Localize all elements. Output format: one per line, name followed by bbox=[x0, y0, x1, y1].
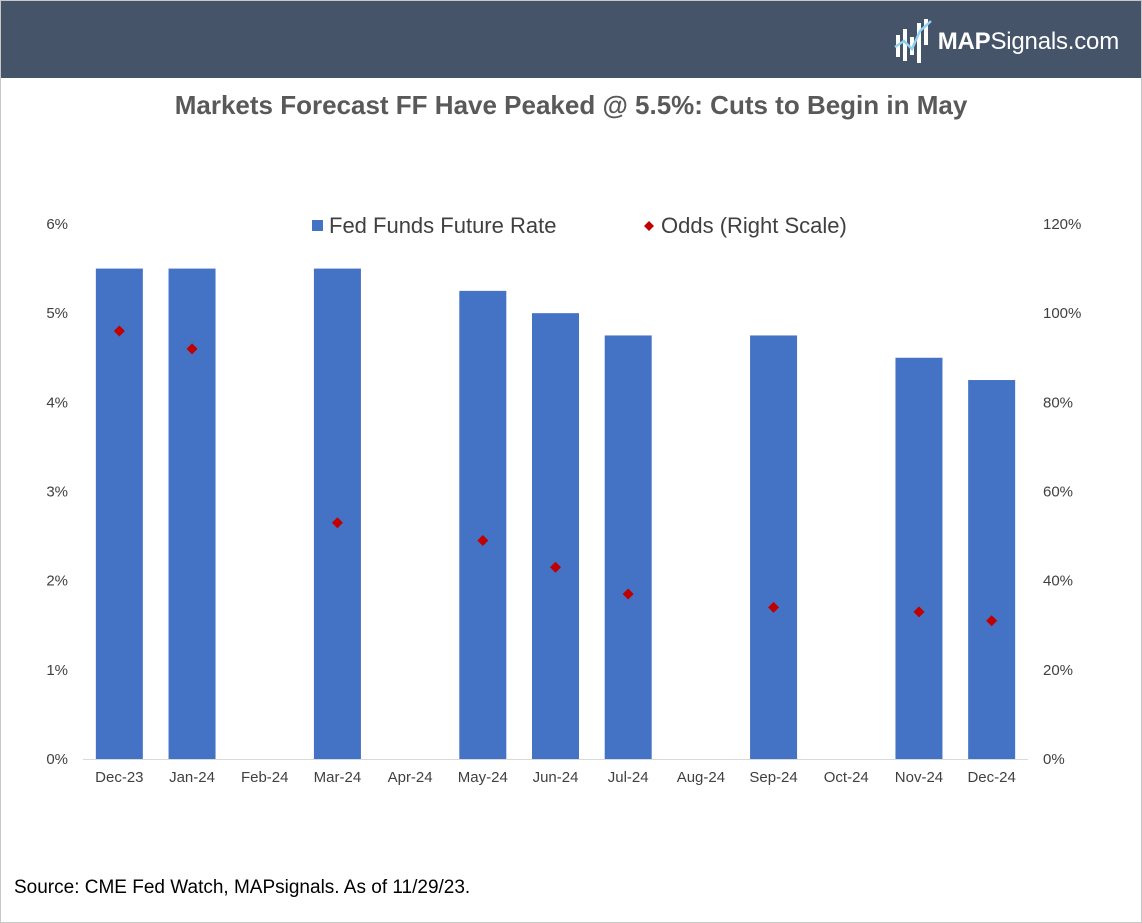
logo-bars-icon bbox=[894, 19, 932, 63]
x-tick-label: Feb-24 bbox=[241, 769, 289, 786]
bar-Jul-24 bbox=[604, 335, 652, 759]
chart-title: Markets Forecast FF Have Peaked @ 5.5%: … bbox=[174, 90, 968, 120]
source-note: Source: CME Fed Watch, MAPsignals. As of… bbox=[14, 877, 471, 898]
left-tick-label: 5% bbox=[46, 305, 68, 322]
x-tick-label: Mar-24 bbox=[314, 769, 362, 786]
bar-Jun-24 bbox=[532, 313, 579, 759]
right-tick-label: 60% bbox=[1043, 484, 1073, 501]
odds-point-May-24 bbox=[477, 535, 489, 547]
right-tick-label: 20% bbox=[1043, 662, 1073, 679]
right-tick-label: 40% bbox=[1043, 573, 1073, 590]
left-tick-label: 0% bbox=[46, 751, 68, 768]
bar-Dec-23 bbox=[95, 268, 143, 759]
right-tick-label: 0% bbox=[1043, 751, 1065, 768]
odds-point-Dec-23 bbox=[113, 325, 125, 337]
x-tick-label: Oct-24 bbox=[824, 769, 869, 786]
x-tick-label: Dec-24 bbox=[967, 769, 1015, 786]
bar-Sep-24 bbox=[750, 335, 798, 759]
mapsignals-logo: MAPSignals.com bbox=[894, 17, 1119, 67]
odds-point-Mar-24 bbox=[331, 517, 343, 529]
odds-point-Dec-24 bbox=[986, 615, 998, 627]
header-bar: MAPSignals.com bbox=[1, 1, 1141, 78]
right-tick-label: 100% bbox=[1043, 305, 1081, 322]
odds-point-Nov-24 bbox=[913, 606, 925, 618]
x-axis: Dec-23 Jan-24 Feb-24 Mar-24 Apr-24 May-24 Jun-… bbox=[83, 759, 1028, 786]
x-tick-label: Apr-24 bbox=[388, 769, 433, 786]
x-tick-label: Nov-24 bbox=[895, 769, 943, 786]
left-tick-label: 4% bbox=[46, 394, 68, 411]
bar-Jan-24 bbox=[168, 268, 216, 759]
legend-bar-swatch bbox=[312, 220, 323, 231]
right-tick-label: 120% bbox=[1043, 216, 1081, 233]
bar-Nov-24 bbox=[895, 357, 943, 759]
x-tick-label: Jan-24 bbox=[169, 769, 215, 786]
x-tick-label: Sep-24 bbox=[749, 769, 797, 786]
x-tick-label: Jul-24 bbox=[608, 769, 649, 786]
left-axis: 0% 1% 2% 3% 4% 5% 6% bbox=[46, 216, 68, 768]
right-tick-label: 80% bbox=[1043, 394, 1073, 411]
odds-point-Sep-24 bbox=[768, 601, 780, 613]
x-tick-label: May-24 bbox=[458, 769, 508, 786]
odds-point-Jan-24 bbox=[186, 343, 198, 355]
bar-series bbox=[95, 268, 1016, 759]
legend-odds-swatch bbox=[644, 221, 654, 231]
odds-series bbox=[113, 325, 998, 627]
bar-Mar-24 bbox=[313, 268, 361, 759]
legend: Fed Funds Future Rate Odds (Right Scale) bbox=[312, 213, 847, 238]
x-tick-label: Jun-24 bbox=[533, 769, 579, 786]
odds-point-Jul-24 bbox=[622, 588, 634, 600]
left-tick-label: 1% bbox=[46, 662, 68, 679]
legend-bar-label: Fed Funds Future Rate bbox=[329, 213, 556, 238]
left-tick-label: 6% bbox=[46, 216, 68, 233]
logo-text: MAPSignals.com bbox=[937, 28, 1119, 55]
bar-May-24 bbox=[459, 290, 507, 759]
odds-point-Jun-24 bbox=[550, 561, 561, 573]
right-axis: 0% 20% 40% 60% 80% 100% 120% bbox=[1043, 216, 1081, 768]
legend-odds-label: Odds (Right Scale) bbox=[661, 213, 847, 238]
bar-Dec-24 bbox=[968, 380, 1016, 759]
left-tick-label: 2% bbox=[46, 573, 68, 590]
x-tick-label: Aug-24 bbox=[677, 769, 725, 786]
left-tick-label: 3% bbox=[46, 484, 68, 501]
x-tick-label: Dec-23 bbox=[95, 769, 143, 786]
